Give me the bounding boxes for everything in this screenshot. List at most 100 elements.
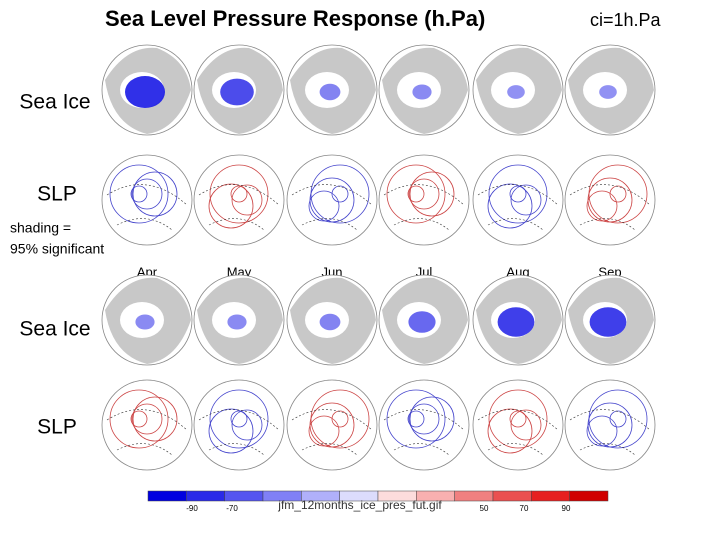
colorbar-swatch xyxy=(186,490,225,502)
coast xyxy=(569,184,651,231)
colorbar-label: 50 xyxy=(480,504,489,513)
sea-ice-map xyxy=(101,44,193,136)
contour xyxy=(487,408,533,454)
contour xyxy=(588,389,648,449)
row-label: Sea Ice xyxy=(19,91,90,114)
contour xyxy=(588,164,648,224)
caption: jfm_12months_ice_pres_fut.gif xyxy=(277,498,442,512)
sea-ice-map xyxy=(378,44,470,136)
sea-ice-map xyxy=(286,44,378,136)
map-disc xyxy=(564,154,656,246)
coast xyxy=(569,409,651,456)
map-disc xyxy=(101,154,193,246)
contour xyxy=(386,164,446,224)
contour xyxy=(409,171,455,217)
contour xyxy=(510,184,542,216)
colorbar: -90 -70 50 70 90 xyxy=(147,490,609,513)
map-disc xyxy=(472,379,564,471)
sea-ice-map xyxy=(564,44,656,136)
map-disc xyxy=(378,379,470,471)
slp-map xyxy=(378,379,470,471)
contour xyxy=(407,410,425,428)
note: 95% significant xyxy=(10,241,104,257)
contour xyxy=(130,410,148,428)
sea-ice-map xyxy=(193,274,285,366)
sea-ice-map xyxy=(378,274,470,366)
contour xyxy=(308,190,340,222)
contour xyxy=(408,403,440,435)
sea-ice-map xyxy=(101,274,193,366)
contour xyxy=(407,185,425,203)
colorbar-swatch xyxy=(492,490,532,502)
colorbar-label: 90 xyxy=(562,504,571,513)
contour xyxy=(231,409,263,441)
contour xyxy=(586,190,618,222)
contour xyxy=(230,185,248,203)
sea-ice-map xyxy=(286,274,378,366)
slp-map xyxy=(472,154,564,246)
row-label: Sea Ice xyxy=(19,318,90,341)
contour xyxy=(509,410,527,428)
contour xyxy=(310,164,370,224)
contour xyxy=(487,183,533,229)
coast xyxy=(106,184,188,231)
ice-anomaly xyxy=(319,313,341,331)
sea-ice-map xyxy=(564,274,656,366)
ice-anomaly xyxy=(589,307,627,337)
slp-map xyxy=(193,154,285,246)
ice-anomaly xyxy=(135,314,155,330)
colorbar-swatch xyxy=(147,490,187,502)
contour xyxy=(488,164,548,224)
subtitle: ci=1h.Pa xyxy=(590,10,662,30)
ice-anomaly xyxy=(507,85,525,99)
map-disc xyxy=(193,379,285,471)
contour xyxy=(509,185,527,203)
map-disc xyxy=(193,154,285,246)
colorbar-swatch xyxy=(224,490,264,502)
contour xyxy=(310,389,370,449)
contour xyxy=(130,185,148,203)
ice-anomaly xyxy=(497,307,535,337)
slp-map xyxy=(378,154,470,246)
slp-map xyxy=(101,379,193,471)
contour xyxy=(231,184,263,216)
map-disc xyxy=(472,154,564,246)
contour xyxy=(109,389,169,449)
map-disc xyxy=(378,154,470,246)
slp-map xyxy=(286,154,378,246)
contour xyxy=(131,403,163,435)
contour xyxy=(488,389,548,449)
contour xyxy=(331,185,349,203)
coast xyxy=(291,409,373,456)
contour xyxy=(408,178,440,210)
coast xyxy=(291,184,373,231)
ice-anomaly xyxy=(220,78,254,106)
contour xyxy=(132,396,178,442)
map-disc xyxy=(564,379,656,471)
ice-anomaly xyxy=(319,83,341,101)
contour xyxy=(109,164,169,224)
colorbar-swatch xyxy=(531,490,570,502)
colorbar-label: 70 xyxy=(520,504,529,513)
row-label: SLP xyxy=(37,416,77,439)
contour xyxy=(209,164,269,224)
slp-map xyxy=(564,379,656,471)
slp-map xyxy=(101,154,193,246)
contour xyxy=(510,409,542,441)
sea-ice-map xyxy=(193,44,285,136)
map-disc xyxy=(101,379,193,471)
ocean xyxy=(583,72,627,108)
contour xyxy=(609,185,627,203)
contour xyxy=(386,389,446,449)
colorbar-label: -70 xyxy=(226,504,238,513)
sea-ice-map xyxy=(472,274,564,366)
slp-map xyxy=(472,379,564,471)
map-disc xyxy=(286,379,378,471)
contour xyxy=(132,171,178,217)
ice-anomaly xyxy=(227,314,247,330)
coast xyxy=(383,184,465,231)
colorbar-swatch xyxy=(569,490,609,502)
contour xyxy=(586,415,618,447)
